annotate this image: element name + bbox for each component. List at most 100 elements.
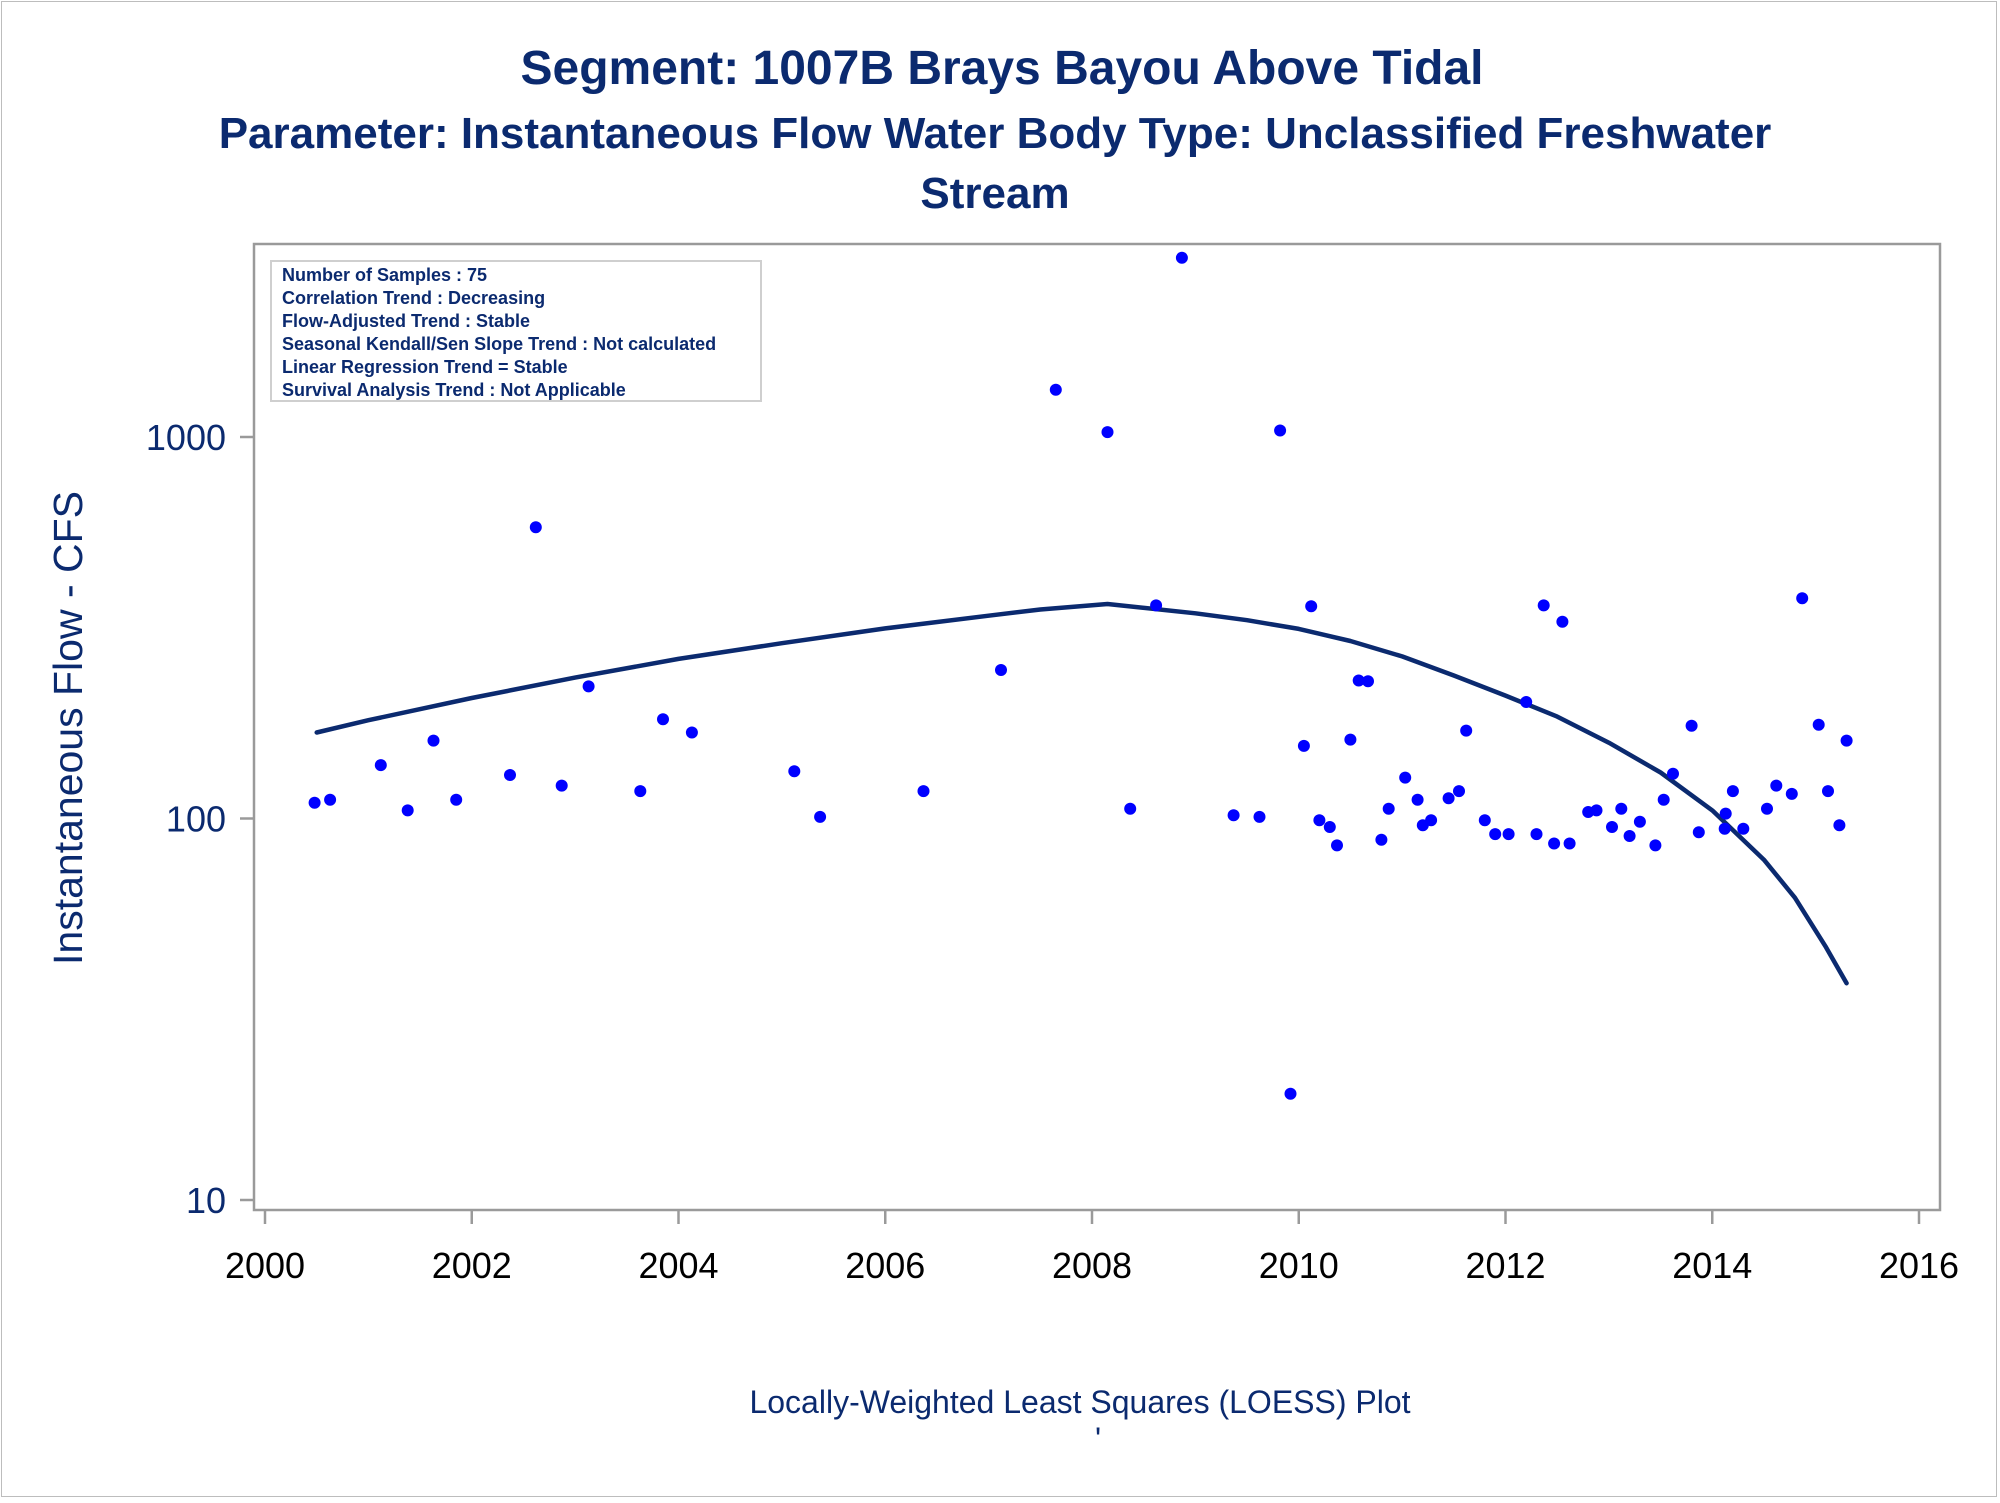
data-point bbox=[1478, 814, 1491, 827]
data-point bbox=[1399, 771, 1412, 784]
data-point bbox=[1442, 792, 1455, 805]
data-point bbox=[1425, 814, 1438, 827]
y-axis-label: Instantaneous Flow - CFS bbox=[45, 491, 91, 965]
data-point bbox=[1692, 826, 1705, 839]
x-tick-label: 2008 bbox=[1052, 1245, 1132, 1286]
data-point bbox=[1175, 251, 1188, 264]
data-point bbox=[1726, 785, 1739, 798]
stats-box-border bbox=[270, 260, 762, 402]
data-point bbox=[1796, 592, 1809, 605]
x-tick-label: 2014 bbox=[1672, 1245, 1752, 1286]
x-axis: 2000 2002 2004 2006 2008 2010 2012 2014 2016 bbox=[225, 1210, 1959, 1286]
data-point bbox=[1124, 802, 1137, 815]
data-point bbox=[1623, 830, 1636, 842]
data-point bbox=[1460, 724, 1473, 737]
stats-line: Seasonal Kendall/Sen Slope Trend : Not c… bbox=[282, 334, 716, 354]
y-tick-label: 10 bbox=[186, 1180, 226, 1221]
chart-subtitle-line2: Stream bbox=[920, 169, 1069, 218]
data-point bbox=[814, 810, 827, 823]
data-point bbox=[1362, 675, 1374, 688]
data-point bbox=[450, 793, 463, 806]
data-points bbox=[308, 251, 1853, 1100]
x-tick-label: 2000 bbox=[225, 1245, 305, 1286]
data-point bbox=[788, 765, 801, 778]
data-point bbox=[1833, 819, 1846, 832]
data-point bbox=[1502, 828, 1515, 841]
footnote-mark: ' bbox=[1095, 1421, 1101, 1457]
chart-title: Segment: 1007B Brays Bayou Above Tidal bbox=[521, 42, 1484, 95]
data-point bbox=[1297, 739, 1310, 752]
data-point bbox=[685, 726, 698, 739]
data-point bbox=[1382, 802, 1395, 815]
data-point bbox=[582, 680, 595, 693]
data-point bbox=[1718, 822, 1731, 835]
data-point bbox=[1150, 599, 1163, 612]
data-point bbox=[1253, 810, 1266, 823]
x-tick-label: 2002 bbox=[432, 1245, 512, 1286]
data-point bbox=[634, 785, 647, 798]
data-point bbox=[1101, 426, 1114, 439]
data-point bbox=[1761, 802, 1773, 815]
data-point bbox=[1305, 600, 1318, 613]
data-point bbox=[1590, 804, 1603, 817]
y-tick-label: 1000 bbox=[146, 417, 226, 458]
data-point bbox=[917, 785, 930, 798]
data-point bbox=[529, 521, 542, 534]
data-point bbox=[1667, 767, 1679, 780]
data-point bbox=[374, 759, 387, 772]
data-point bbox=[555, 779, 568, 792]
data-point bbox=[995, 664, 1007, 676]
data-point bbox=[1537, 599, 1550, 612]
data-point bbox=[1331, 839, 1343, 852]
data-point bbox=[401, 804, 414, 817]
data-point bbox=[1284, 1087, 1297, 1100]
data-point bbox=[1633, 815, 1646, 828]
data-point bbox=[1840, 734, 1853, 747]
data-point bbox=[1453, 785, 1465, 798]
data-point bbox=[1323, 821, 1336, 833]
data-point bbox=[1049, 383, 1062, 396]
data-point bbox=[1719, 807, 1732, 820]
chart-subtitle: Parameter: Instantaneous Flow Water Body… bbox=[219, 109, 1772, 158]
data-point bbox=[1615, 802, 1628, 815]
stats-line: Linear Regression Trend = Stable bbox=[282, 357, 568, 377]
data-point bbox=[1227, 809, 1240, 822]
y-tick-label: 100 bbox=[166, 799, 226, 840]
x-tick-label: 2004 bbox=[638, 1245, 718, 1286]
stats-line: Number of Samples : 75 bbox=[282, 265, 487, 285]
stats-box: Number of Samples : 75 Correlation Trend … bbox=[270, 260, 762, 402]
footnote: Locally-Weighted Least Squares (LOESS) P… bbox=[749, 1384, 1410, 1420]
data-point bbox=[1411, 793, 1424, 806]
data-point bbox=[308, 796, 321, 809]
data-point bbox=[1770, 779, 1783, 792]
x-tick-label: 2010 bbox=[1259, 1245, 1339, 1286]
data-point bbox=[1563, 837, 1576, 850]
data-point bbox=[1822, 785, 1834, 798]
data-point bbox=[1785, 787, 1798, 800]
data-point bbox=[1737, 822, 1750, 835]
data-point bbox=[1274, 424, 1287, 437]
data-point bbox=[324, 793, 337, 806]
y-axis: 10 100 1000 bbox=[146, 417, 254, 1221]
data-point bbox=[504, 769, 516, 781]
stats-line: Survival Analysis Trend : Not Applicable bbox=[282, 380, 626, 400]
loess-curve bbox=[314, 601, 1849, 986]
data-point bbox=[1556, 615, 1569, 628]
data-point bbox=[1352, 674, 1365, 687]
data-point bbox=[1812, 718, 1825, 731]
stats-line: Correlation Trend : Decreasing bbox=[282, 288, 545, 308]
stats-line: Flow-Adjusted Trend : Stable bbox=[282, 311, 530, 331]
data-point bbox=[1685, 719, 1698, 732]
data-point bbox=[1520, 696, 1533, 708]
data-point bbox=[1489, 828, 1502, 841]
data-point bbox=[427, 734, 440, 747]
data-point bbox=[1375, 833, 1388, 846]
data-point bbox=[1657, 793, 1670, 806]
data-point bbox=[1606, 821, 1618, 833]
data-point bbox=[657, 713, 669, 726]
data-point bbox=[1649, 839, 1662, 852]
x-tick-label: 2006 bbox=[845, 1245, 925, 1286]
data-point bbox=[1530, 828, 1543, 841]
